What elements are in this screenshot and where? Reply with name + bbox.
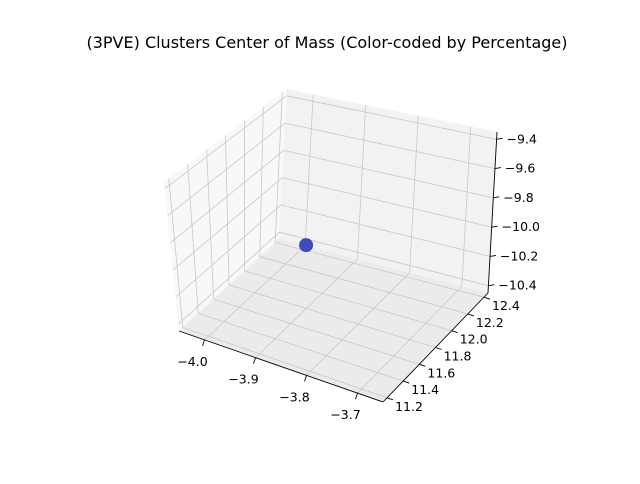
x-tick	[203, 340, 205, 346]
y-tick-label: 12.2	[476, 315, 504, 330]
z-tick	[495, 168, 501, 169]
x-tick-label: −3.7	[330, 407, 360, 422]
scatter-point	[299, 238, 313, 252]
z-tick-label: −9.6	[505, 161, 535, 176]
z-tick-label: −10.4	[498, 278, 536, 293]
y-tick	[387, 398, 393, 400]
x-tick	[356, 393, 358, 399]
y-tick	[468, 314, 474, 316]
y-tick-label: 12.4	[492, 298, 520, 313]
y-tick	[403, 381, 409, 383]
x-tick	[305, 375, 307, 381]
chart-title: (3PVE) Clusters Center of Mass (Color-co…	[0, 33, 640, 52]
z-tick	[488, 285, 494, 286]
z-tick	[490, 255, 496, 256]
x-tick-label: −3.9	[228, 372, 258, 387]
y-tick-label: 11.4	[411, 382, 439, 397]
z-tick-label: −10.0	[502, 219, 540, 234]
x-tick-label: −4.0	[177, 354, 207, 369]
x-tick-label: −3.8	[279, 389, 309, 404]
y-tick	[436, 348, 442, 350]
z-tick	[492, 226, 498, 227]
y-tick-label: 11.2	[395, 399, 423, 414]
z-tick	[493, 197, 499, 198]
y-tick	[484, 297, 490, 299]
z-tick-label: −9.8	[503, 190, 533, 205]
z-tick-label: −10.2	[500, 248, 538, 263]
z-tick-label: −9.4	[507, 131, 537, 146]
y-tick	[419, 364, 425, 366]
z-tick	[497, 138, 503, 139]
y-tick-label: 11.8	[444, 349, 472, 364]
y-tick	[452, 331, 458, 333]
y-tick-label: 12.0	[460, 332, 488, 347]
x-tick	[254, 358, 256, 364]
y-tick-label: 11.6	[427, 365, 455, 380]
scatter-points	[299, 238, 313, 252]
